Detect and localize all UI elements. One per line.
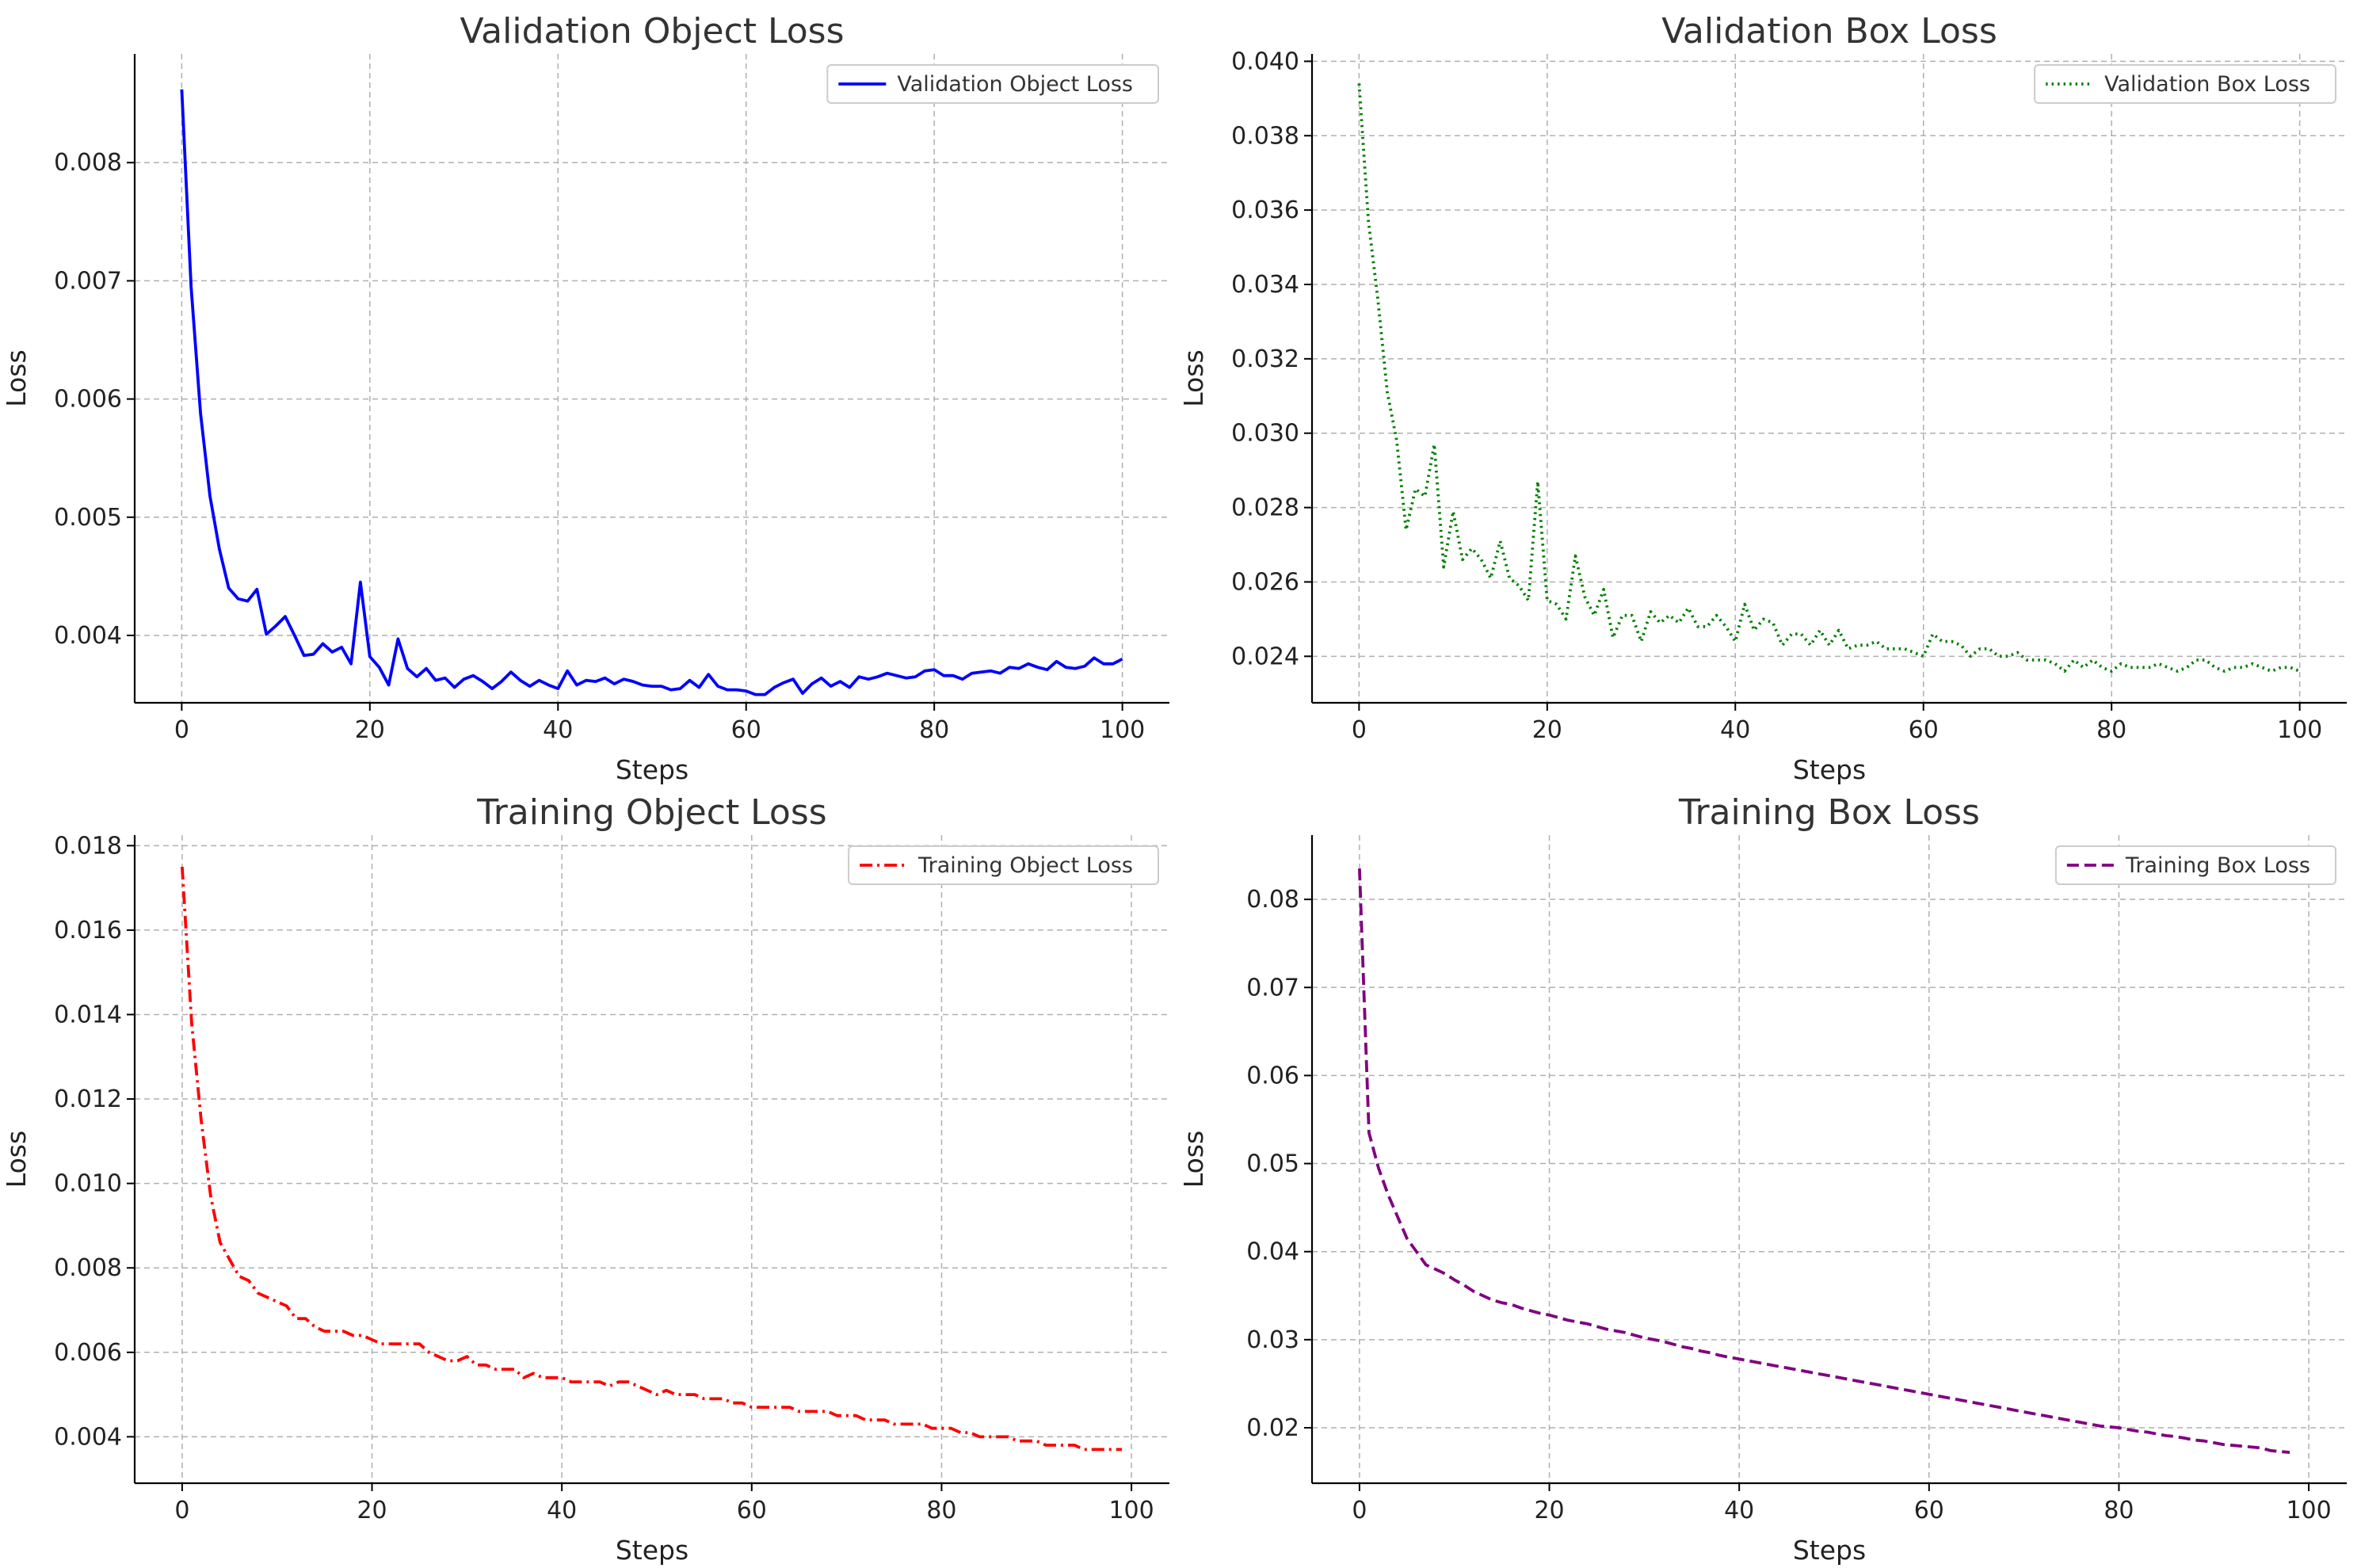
chart-panel-0: 0 20 40 60 80 100 0.004 0.005 0.006 0.007 0.008 Val… (1, 11, 1169, 785)
legend-label: Training Object Loss (917, 853, 1133, 878)
x-tick-label: 0 (1352, 1497, 1367, 1524)
x-tick-label: 20 (357, 1497, 387, 1524)
x-tick-label: 80 (2104, 1497, 2134, 1524)
chart-title: Training Box Loss (1678, 792, 1980, 833)
y-tick-label: 0.040 (1231, 48, 1299, 75)
x-tick-label: 0 (174, 716, 189, 744)
x-tick-label: 40 (1724, 1497, 1754, 1524)
y-tick-label: 0.008 (54, 149, 122, 177)
x-tick-label: 0 (1352, 716, 1367, 744)
y-tick-label: 0.005 (54, 504, 122, 532)
y-tick-label: 0.016 (54, 917, 122, 944)
y-tick-label: 0.02 (1246, 1414, 1299, 1442)
x-tick-label: 100 (1100, 716, 1145, 744)
y-tick-label: 0.038 (1231, 122, 1299, 150)
x-axis-label: Steps (1793, 1535, 1866, 1566)
legend-label: Training Box Loss (2125, 853, 2310, 878)
y-tick-label: 0.004 (54, 1423, 122, 1451)
chart-title: Training Object Loss (476, 792, 826, 833)
x-tick-label: 100 (2277, 716, 2322, 744)
y-tick-label: 0.010 (54, 1170, 122, 1198)
legend-frame (848, 845, 1159, 885)
y-tick-label: 0.08 (1246, 886, 1299, 914)
x-tick-label: 40 (547, 1497, 577, 1524)
x-tick-label: 100 (2286, 1497, 2331, 1524)
y-tick-label: 0.07 (1246, 974, 1299, 1001)
legend-frame (2034, 64, 2336, 104)
y-tick-label: 0.028 (1231, 494, 1299, 522)
x-axis-label: Steps (616, 754, 688, 785)
legend: Training Box Loss (2054, 845, 2336, 885)
y-tick-label: 0.006 (54, 386, 122, 414)
x-tick-label: 20 (355, 716, 385, 744)
y-tick-label: 0.006 (54, 1339, 122, 1367)
legend: Training Object Loss (848, 845, 1159, 885)
y-tick-label: 0.04 (1246, 1238, 1299, 1266)
legend-frame (2054, 845, 2336, 885)
x-tick-label: 20 (1534, 1497, 1564, 1524)
x-tick-label: 60 (1914, 1497, 1944, 1524)
legend-frame (826, 64, 1159, 104)
y-tick-label: 0.06 (1246, 1062, 1299, 1089)
chart-title: Validation Box Loss (1661, 11, 1997, 52)
x-axis-label: Steps (616, 1535, 688, 1566)
legend: Validation Box Loss (2034, 64, 2336, 104)
series-line-0 (1357, 83, 2301, 673)
y-tick-label: 0.036 (1231, 196, 1299, 224)
x-tick-label: 0 (174, 1497, 189, 1524)
y-tick-label: 0.007 (54, 267, 122, 295)
legend: Validation Object Loss (826, 64, 1159, 104)
y-tick-label: 0.05 (1246, 1150, 1299, 1178)
y-tick-label: 0.008 (54, 1254, 122, 1282)
legend-label: Validation Object Loss (897, 72, 1133, 97)
y-tick-label: 0.03 (1246, 1326, 1299, 1354)
x-tick-label: 100 (1108, 1497, 1154, 1524)
y-tick-label: 0.014 (54, 1001, 122, 1028)
x-tick-label: 80 (2096, 716, 2126, 744)
series-line-0 (1358, 868, 2290, 1454)
x-tick-label: 60 (1909, 716, 1939, 744)
y-tick-label: 0.034 (1231, 271, 1299, 299)
chart-title: Validation Object Loss (460, 11, 844, 52)
y-tick-label: 0.026 (1231, 568, 1299, 596)
x-tick-label: 80 (919, 716, 949, 744)
y-tick-label: 0.004 (54, 622, 122, 650)
y-tick-label: 0.018 (54, 832, 122, 860)
x-tick-label: 80 (926, 1497, 956, 1524)
x-axis-label: Steps (1793, 754, 1866, 785)
y-axis-label: Loss (1178, 1131, 1209, 1188)
chart-panel-1: 0 20 40 60 80 100 0.024 0.026 0.028 0.030 0.032 0.0… (1178, 11, 2347, 785)
y-tick-label: 0.024 (1231, 643, 1299, 670)
x-tick-label: 40 (1720, 716, 1750, 744)
x-tick-label: 60 (737, 1497, 767, 1524)
y-axis-label: Loss (1, 1131, 32, 1188)
x-tick-label: 60 (731, 716, 761, 744)
series-line-0 (181, 866, 1123, 1452)
x-tick-label: 40 (543, 716, 573, 744)
series-line-0 (180, 89, 1123, 696)
chart-panel-3: 0 20 40 60 80 100 0.02 0.03 0.04 0.05 0.06 0.07 0.08… (1178, 792, 2347, 1566)
y-tick-label: 0.030 (1231, 420, 1299, 448)
y-tick-label: 0.012 (54, 1085, 122, 1113)
y-axis-label: Loss (1178, 349, 1209, 406)
y-tick-label: 0.032 (1231, 345, 1299, 373)
y-axis-label: Loss (1, 349, 32, 406)
x-tick-label: 20 (1532, 716, 1562, 744)
chart-panel-2: 0 20 40 60 80 100 0.004 0.006 0.008 0.010 0.012 0.0… (1, 792, 1169, 1566)
legend-label: Validation Box Loss (2104, 72, 2310, 97)
